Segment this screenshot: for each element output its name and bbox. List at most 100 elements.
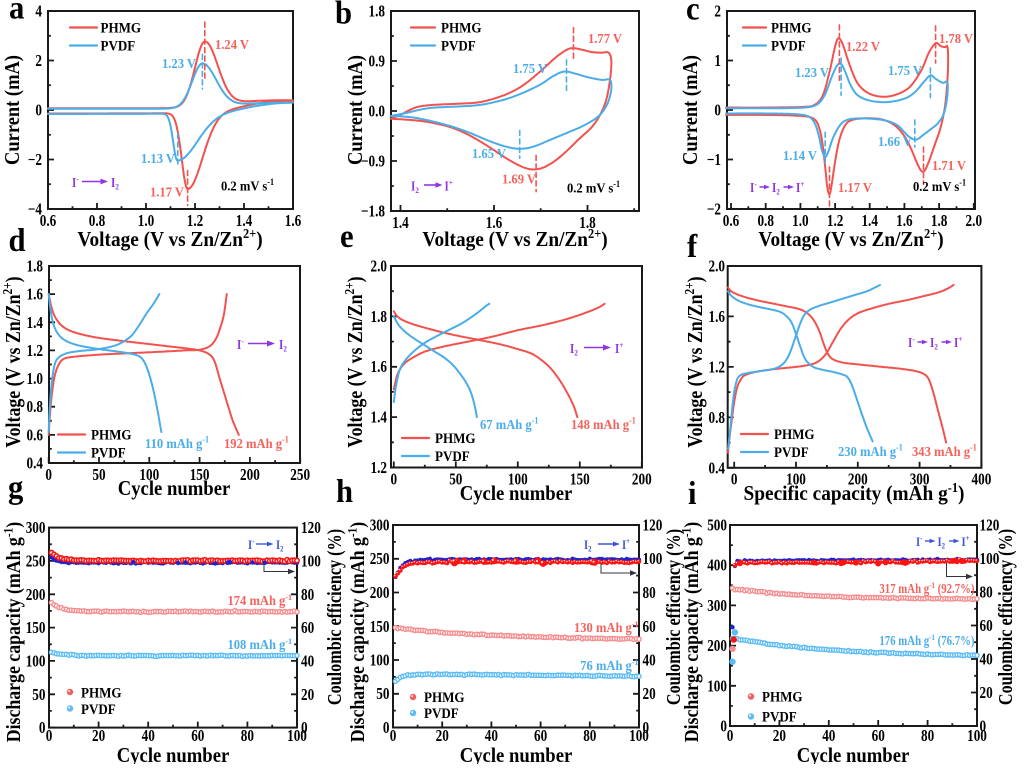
svg-text:500: 500	[707, 517, 727, 535]
svg-text:400: 400	[972, 471, 992, 489]
svg-text:−0.9: −0.9	[361, 153, 385, 171]
svg-text:20: 20	[301, 687, 314, 705]
svg-text:Cycle number: Cycle number	[460, 482, 573, 505]
svg-text:20: 20	[773, 728, 786, 746]
svg-text:2: 2	[35, 53, 42, 71]
svg-text:250: 250	[290, 467, 310, 485]
svg-text:1.75 V: 1.75 V	[513, 60, 547, 76]
svg-text:PHMG: PHMG	[91, 427, 132, 443]
svg-text:1.6: 1.6	[371, 359, 388, 377]
svg-text:300: 300	[910, 471, 930, 489]
svg-text:1.69 V: 1.69 V	[502, 171, 536, 187]
svg-text:4: 4	[35, 3, 42, 21]
svg-text:1.4: 1.4	[27, 315, 44, 333]
svg-text:1.71 V: 1.71 V	[932, 157, 966, 173]
svg-text:0.0: 0.0	[369, 103, 385, 121]
svg-text:0.8: 0.8	[27, 399, 43, 417]
svg-text:I-​: I-​	[237, 336, 244, 352]
svg-text:0: 0	[45, 467, 52, 485]
svg-text:0.2 mV s-1​: 0.2 mV s-1​	[913, 177, 966, 194]
svg-text:0.4: 0.4	[709, 460, 726, 478]
svg-text:Voltage (V vs Zn/Zn2+​): Voltage (V vs Zn/Zn2+​)	[0, 276, 25, 447]
svg-text:100: 100	[508, 471, 528, 489]
svg-text:100: 100	[980, 551, 1000, 569]
svg-text:1.4: 1.4	[371, 409, 388, 427]
svg-text:PHMG: PHMG	[774, 426, 815, 442]
svg-text:100: 100	[643, 551, 663, 569]
svg-text:1.2: 1.2	[827, 213, 843, 231]
svg-text:g: g	[8, 469, 23, 505]
svg-text:317 mAh g-1​ (92.7%): 317 mAh g-1​ (92.7%)	[879, 580, 974, 596]
svg-text:I2​: I2​	[276, 537, 284, 554]
svg-text:2.0: 2.0	[371, 258, 387, 276]
svg-text:PVDF: PVDF	[774, 444, 809, 460]
svg-text:a: a	[9, 0, 24, 26]
svg-text:0.2 mV s-1​: 0.2 mV s-1​	[567, 179, 620, 196]
svg-text:0: 0	[391, 471, 398, 489]
svg-text:80: 80	[301, 587, 314, 605]
svg-text:20: 20	[980, 685, 993, 703]
svg-text:b: b	[335, 0, 352, 31]
svg-text:Coulombic efficiency (%): Coulombic efficiency (%)	[323, 529, 346, 705]
svg-text:−2: −2	[28, 152, 42, 170]
svg-text:192 mAh g-1​: 192 mAh g-1​	[224, 434, 289, 451]
svg-text:0: 0	[714, 102, 721, 120]
svg-text:PVDF: PVDF	[762, 709, 797, 725]
svg-text:176 mAh g-1​ (76.7%): 176 mAh g-1​ (76.7%)	[879, 632, 974, 648]
svg-text:0: 0	[46, 728, 53, 746]
svg-text:Current (mA): Current (mA)	[344, 55, 367, 165]
svg-text:Voltage (V vs Zn/Zn2+​): Voltage (V vs Zn/Zn2+​)	[682, 276, 707, 447]
svg-text:Voltage (V vs Zn/Zn2+​): Voltage (V vs Zn/Zn2+​)	[422, 227, 607, 252]
svg-text:I-​: I-​	[72, 174, 79, 190]
svg-text:I2​: I2​	[570, 341, 578, 358]
svg-text:200: 200	[26, 587, 46, 605]
svg-text:148 mAh g-1​: 148 mAh g-1​	[571, 415, 636, 432]
svg-text:60: 60	[643, 619, 656, 637]
svg-text:150: 150	[370, 619, 390, 637]
svg-text:200: 200	[707, 638, 727, 656]
svg-text:I+​: I+​	[615, 340, 624, 356]
svg-text:80: 80	[583, 728, 596, 746]
svg-text:150: 150	[26, 620, 46, 638]
svg-text:0: 0	[35, 102, 42, 120]
svg-text:1.0: 1.0	[27, 371, 43, 389]
svg-text:1.66 V: 1.66 V	[878, 133, 912, 149]
svg-text:40: 40	[822, 728, 835, 746]
svg-text:1.0: 1.0	[792, 213, 808, 231]
svg-text:I-​: I-​	[248, 536, 255, 552]
svg-text:PHMG: PHMG	[441, 20, 482, 36]
svg-text:50: 50	[32, 687, 45, 705]
svg-text:0: 0	[980, 718, 987, 736]
svg-text:100: 100	[707, 678, 727, 696]
svg-text:0: 0	[643, 720, 650, 738]
svg-text:0.4: 0.4	[27, 455, 44, 473]
svg-text:2: 2	[714, 3, 721, 21]
svg-text:174 mAh g-1​: 174 mAh g-1​	[228, 593, 292, 609]
svg-text:PVDF: PVDF	[81, 701, 116, 717]
svg-text:0: 0	[39, 720, 46, 738]
svg-text:Voltage (V vs Zn/Zn2+​): Voltage (V vs Zn/Zn2+​)	[758, 227, 943, 252]
svg-text:100: 100	[786, 471, 806, 489]
svg-text:I2​: I2​	[111, 175, 119, 192]
svg-text:1.4: 1.4	[861, 213, 878, 231]
svg-text:50: 50	[449, 471, 462, 489]
svg-text:1.78 V: 1.78 V	[939, 30, 973, 46]
svg-text:−4: −4	[28, 201, 43, 219]
svg-text:108 mAh g-1​: 108 mAh g-1​	[228, 637, 292, 653]
svg-text:I-​: I-​	[750, 179, 757, 195]
svg-text:80: 80	[980, 584, 993, 602]
svg-text:60: 60	[980, 618, 993, 636]
svg-text:1.17 V: 1.17 V	[838, 179, 872, 195]
svg-text:Discharge capacity (mAh g-1​): Discharge capacity (mAh g-1​)	[1, 522, 26, 742]
svg-text:I2​: I2​	[930, 335, 938, 352]
svg-text:1.8: 1.8	[931, 213, 947, 231]
svg-text:0: 0	[301, 720, 308, 738]
svg-text:400: 400	[707, 557, 727, 575]
svg-text:Cycle number: Cycle number	[797, 744, 910, 764]
svg-text:I+​: I+​	[445, 178, 454, 194]
svg-text:1.6: 1.6	[486, 215, 503, 233]
svg-text:I2​: I2​	[584, 537, 592, 554]
svg-text:120: 120	[301, 520, 321, 538]
svg-text:0.6: 0.6	[27, 427, 44, 445]
svg-text:0.2 mV s-1​: 0.2 mV s-1​	[221, 177, 274, 194]
